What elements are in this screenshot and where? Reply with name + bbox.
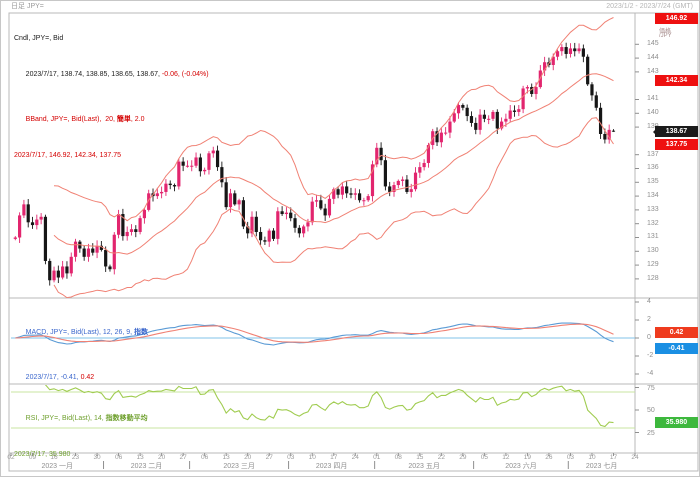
x-day-label: 17: [330, 454, 338, 461]
macd-lines: [11, 322, 635, 346]
rsi-tick-label: 25: [647, 429, 655, 437]
bband-series-label: BBand, JPY=, Bid(Last), 20, 簡単, 2.0: [25, 116, 145, 123]
x-day-label: 10: [588, 454, 596, 461]
main-legend[interactable]: Cndl, JPY=, Bid 2023/7/17, 138.74, 138.8…: [14, 16, 209, 178]
x-day-label: 30: [93, 454, 101, 461]
x-day-label: 01: [373, 454, 381, 461]
x-day-label: 10: [308, 454, 316, 461]
x-day-label: 29: [459, 454, 467, 461]
candle-series-label: Cndl, JPY=, Bid: [14, 35, 64, 42]
price-tick-label: 132: [647, 219, 659, 227]
macd-tick-label: 0: [647, 334, 651, 341]
bband-mid-badge: 142.34: [655, 75, 698, 86]
rsi-value-badge: 35.980: [655, 417, 698, 428]
x-day-label: 20: [157, 454, 166, 461]
x-month-label: 2023 四月: [315, 463, 348, 470]
panel-frame: [8, 12, 699, 472]
price-axis-unit: 価格: [659, 29, 672, 35]
x-month-label: 2023 三月: [223, 463, 255, 470]
macd-signal-badge: 0.42: [655, 327, 698, 338]
x-day-label: 27: [179, 454, 187, 461]
bband-upper-badge: 146.92: [655, 13, 698, 24]
x-day-label: 03: [287, 454, 295, 461]
bband-lower-badge: 137.75: [655, 139, 698, 150]
price-tick-label: 141: [647, 95, 659, 103]
x-day-label: 15: [416, 454, 424, 461]
date-range-label: 2023/1/2 - 2023/7/24 (GMT): [606, 3, 693, 10]
price-tick-label: 134: [647, 192, 659, 200]
x-day-label: 06: [114, 454, 123, 461]
rsi-line: [11, 385, 635, 429]
x-day-label: 26: [545, 454, 553, 461]
price-tick-label: 135: [647, 178, 659, 186]
x-day-label: 23: [71, 454, 80, 461]
macd-tick-label: 4: [647, 298, 651, 305]
x-month-label: 2023 一月: [41, 463, 74, 470]
axis-ticks: [635, 43, 639, 433]
x-day-label: 12: [502, 454, 510, 461]
macd-legend[interactable]: MACD, JPY=, Bid(Last), 12, 26, 9, 指数 202…: [14, 301, 148, 409]
price-tick-label: 144: [647, 54, 659, 62]
ohlc-values: 2023/7/17, 138.74, 138.85, 138.65, 138.6…: [25, 71, 209, 78]
price-tick-label: 136: [647, 164, 659, 172]
price-tick-label: 145: [647, 40, 659, 48]
x-day-label: 09: [28, 454, 37, 461]
price-tick-label: 143: [647, 67, 659, 75]
x-day-label: 13: [222, 454, 230, 461]
macd-series-label: MACD, JPY=, Bid(Last), 12, 26, 9, 指数: [25, 329, 149, 336]
x-day-label: 22: [437, 454, 445, 461]
bollinger-bands: [53, 17, 614, 298]
macd-tick-label: 2: [647, 316, 651, 323]
macd-tick-label: -4: [647, 370, 654, 377]
price-tick-label: 137: [647, 150, 659, 158]
x-day-label: 19: [523, 454, 532, 461]
x-month-label: 2023 二月: [130, 463, 163, 470]
x-month-label: 2023 五月: [408, 463, 440, 470]
x-day-label: 02: [7, 454, 15, 461]
price-tick-label: 133: [647, 205, 659, 213]
x-day-label: 13: [136, 454, 144, 461]
rsi-tick-label: 50: [647, 407, 655, 414]
x-day-label: 17: [609, 454, 618, 461]
x-month-label: 2023 六月: [505, 463, 537, 470]
x-day-label: 24: [351, 454, 359, 461]
x-day-label: 16: [50, 454, 58, 461]
price-tick-label: 128: [647, 274, 659, 282]
macd-tick-label: -2: [647, 352, 654, 359]
rsi-series-label: RSI, JPY=, Bid(Last), 14, 指数移動平均: [25, 415, 148, 422]
price-tick-label: 140: [647, 109, 659, 117]
price-tick-label: 131: [647, 233, 659, 241]
x-day-label: 05: [480, 454, 488, 461]
x-day-label: 20: [244, 454, 252, 461]
x-month-label: 2023 七月: [585, 463, 618, 470]
price-tick-label: 129: [647, 261, 659, 269]
x-day-label: 27: [265, 454, 273, 461]
x-day-label: 08: [394, 454, 402, 461]
last-price-badge: 138.67: [653, 126, 698, 137]
rsi-tick-label: 75: [647, 384, 655, 392]
bband-values: 2023/7/17, 146.92, 142.34, 137.75: [14, 152, 122, 159]
rsi-legend[interactable]: RSI, JPY=, Bid(Last), 14, 指数移動平均 2023/7/…: [14, 387, 148, 476]
macd-values: 2023/7/17, -0.41, 0.42: [25, 374, 95, 381]
chart-title: 日足 JPY=: [11, 3, 44, 10]
x-day-label: 24: [631, 454, 639, 461]
x-day-label: 06: [201, 454, 209, 461]
rsi-values: 2023/7/17, 35.980: [14, 451, 71, 458]
macd-value-badge: -0.41: [655, 343, 698, 354]
price-axis-unit-currency: /JPY: [659, 33, 672, 39]
price-tick-label: 139: [647, 123, 659, 131]
x-axis: [10, 453, 636, 469]
price-tick-label: 130: [647, 247, 659, 255]
x-day-label: 03: [566, 454, 575, 461]
